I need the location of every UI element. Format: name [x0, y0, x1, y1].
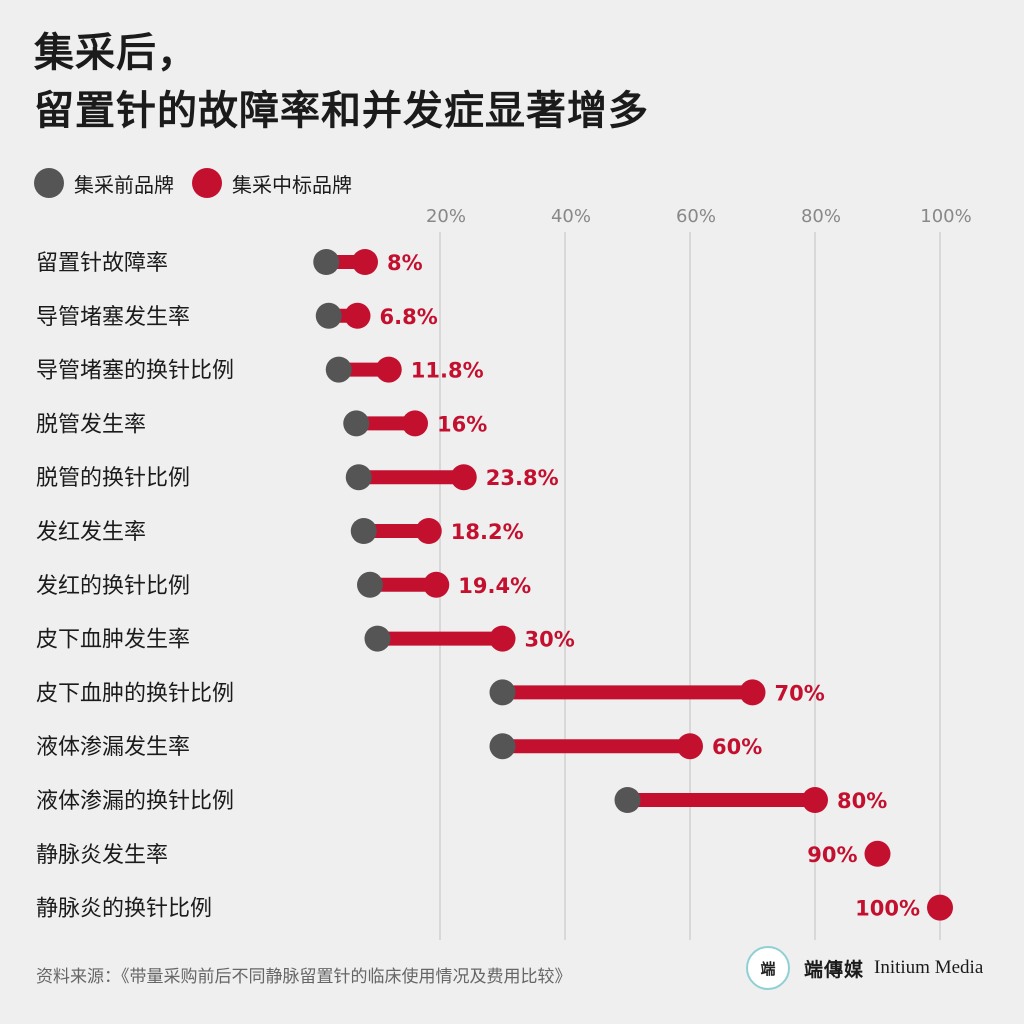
value-label: 6.8%: [380, 305, 438, 329]
brand: 端 端傳媒 Initium Media: [746, 946, 983, 990]
value-label: 60%: [712, 735, 762, 759]
brand-name-cn: 端傳媒: [804, 958, 865, 981]
before-point: [350, 518, 377, 544]
before-point: [614, 787, 641, 813]
legend-label-after: 集采中标品牌: [232, 172, 352, 197]
before-point: [364, 625, 391, 652]
legend-dot-after-icon: [192, 168, 222, 198]
after-point: [402, 410, 428, 437]
value-label: 8%: [387, 251, 423, 275]
category-label: 静脉炎的换针比例: [36, 897, 212, 922]
after-point: [423, 571, 450, 598]
after-point: [802, 787, 828, 813]
after-point: [344, 302, 371, 329]
legend-dot-before-icon: [34, 168, 64, 198]
before-point: [489, 679, 516, 706]
category-label: 导管堵塞的换针比例: [36, 359, 234, 384]
value-label: 23.8%: [486, 466, 559, 490]
category-label: 发红的换针比例: [36, 574, 190, 599]
value-label: 90%: [807, 843, 857, 867]
after-point: [677, 733, 703, 760]
legend-item-after: 集采中标品牌: [192, 168, 352, 198]
category-label: 液体渗漏的换针比例: [36, 789, 234, 814]
category-label: 脱管发生率: [36, 412, 146, 437]
value-label: 100%: [855, 897, 920, 921]
category-label: 皮下血肿发生率: [36, 628, 190, 653]
before-point: [357, 571, 383, 598]
brand-name-en: Initium Media: [874, 957, 984, 978]
title-line-2: 留置针的故障率和并发症显著增多: [34, 88, 649, 134]
after-point: [352, 249, 378, 275]
after-point: [927, 894, 953, 921]
category-label: 静脉炎发生率: [36, 843, 168, 868]
legend-label-before: 集采前品牌: [74, 172, 174, 197]
category-label: 脱管的换针比例: [36, 466, 190, 491]
x-tick-label: 20%: [426, 206, 466, 227]
after-point: [489, 625, 516, 652]
value-label: 18.2%: [451, 520, 524, 544]
after-point: [375, 356, 402, 383]
value-label: 30%: [525, 628, 575, 652]
value-label: 16%: [437, 412, 487, 436]
value-label: 19.4%: [458, 574, 531, 598]
legend: 集采前品牌 集采中标品牌: [34, 168, 370, 198]
x-tick-label: 60%: [676, 206, 716, 227]
title-line-1: 集采后，: [34, 30, 198, 76]
value-label: 70%: [775, 681, 825, 705]
category-label: 皮下血肿的换针比例: [36, 681, 234, 706]
legend-item-before: 集采前品牌: [34, 168, 174, 198]
before-point: [315, 302, 342, 329]
before-point: [345, 464, 372, 491]
source-note: 资料来源：《带量采购前后不同静脉留置针的临床使用情况及费用比较》: [36, 967, 572, 987]
category-label: 液体渗漏发生率: [36, 735, 190, 760]
after-point: [415, 518, 442, 544]
after-point: [739, 679, 766, 706]
value-label: 11.8%: [411, 359, 484, 383]
after-point: [450, 464, 477, 491]
after-point: [864, 840, 891, 867]
x-tick-label: 80%: [801, 206, 841, 227]
brand-logo-icon: 端: [746, 946, 790, 990]
before-point: [489, 733, 516, 760]
value-label: 80%: [837, 789, 887, 813]
before-point: [325, 356, 352, 383]
x-tick-label: 40%: [551, 206, 591, 227]
category-label: 导管堵塞发生率: [36, 305, 190, 330]
before-point: [343, 410, 370, 437]
before-point: [313, 249, 340, 275]
x-tick-label: 100%: [920, 206, 971, 227]
category-label: 发红发生率: [36, 520, 146, 545]
category-label: 留置针故障率: [36, 251, 168, 276]
chart-title: 集采后， 留置针的故障率和并发症显著增多: [34, 24, 649, 140]
